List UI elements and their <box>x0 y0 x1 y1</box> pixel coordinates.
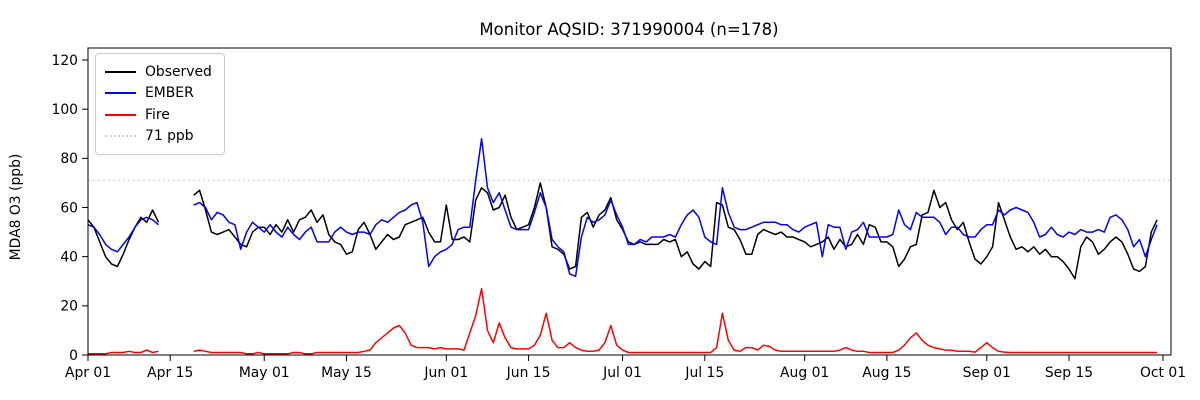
fire-line-swatch <box>105 113 136 116</box>
legend: Observed EMBER Fire 71 ppb <box>95 53 225 155</box>
y-tick-label: 120 <box>51 53 78 69</box>
x-tick-label: Apr 15 <box>147 365 193 381</box>
y-tick-label: 0 <box>69 348 78 364</box>
x-tick-label: Jun 15 <box>506 365 551 381</box>
legend-item-threshold: 71 ppb <box>105 126 212 148</box>
x-tick-label: Aug 15 <box>862 365 911 381</box>
legend-item-observed: Observed <box>105 61 212 83</box>
legend-label-ember: EMBER <box>145 85 194 102</box>
chart-title: Monitor AQSID: 371990004 (n=178) <box>479 20 779 39</box>
x-tick-label: Jul 01 <box>602 365 642 381</box>
legend-item-fire: Fire <box>105 104 212 126</box>
x-tick-label: Sep 01 <box>963 365 1011 381</box>
x-tick-label: Jul 15 <box>684 365 724 381</box>
observed-series-line <box>87 182 1158 280</box>
legend-label-observed: Observed <box>145 63 212 80</box>
x-tick-label: Apr 01 <box>65 365 111 381</box>
x-tick-label: Aug 01 <box>780 365 829 381</box>
ember-series-line <box>87 137 1158 278</box>
x-tick-label: May 01 <box>239 365 290 381</box>
y-tick-label: 100 <box>51 102 78 118</box>
x-tick-label: Sep 15 <box>1045 365 1093 381</box>
fire-series-line <box>88 287 1158 355</box>
plot-border <box>87 47 1172 356</box>
y-tick-label: 20 <box>60 299 78 315</box>
observed-line-swatch <box>105 70 136 73</box>
x-tick-label: Oct 01 <box>1140 365 1186 381</box>
threshold-line-swatch <box>105 135 136 138</box>
x-tick-label: Jun 01 <box>423 365 468 381</box>
legend-label-fire: Fire <box>145 106 170 123</box>
legend-label-threshold: 71 ppb <box>145 128 194 145</box>
y-tick-label: 60 <box>60 200 78 216</box>
x-tick-label: May 15 <box>321 365 372 381</box>
legend-item-ember: EMBER <box>105 83 212 105</box>
y-tick-label: 80 <box>60 151 78 167</box>
ember-line-swatch <box>105 92 136 95</box>
y-tick-label: 40 <box>60 249 78 265</box>
